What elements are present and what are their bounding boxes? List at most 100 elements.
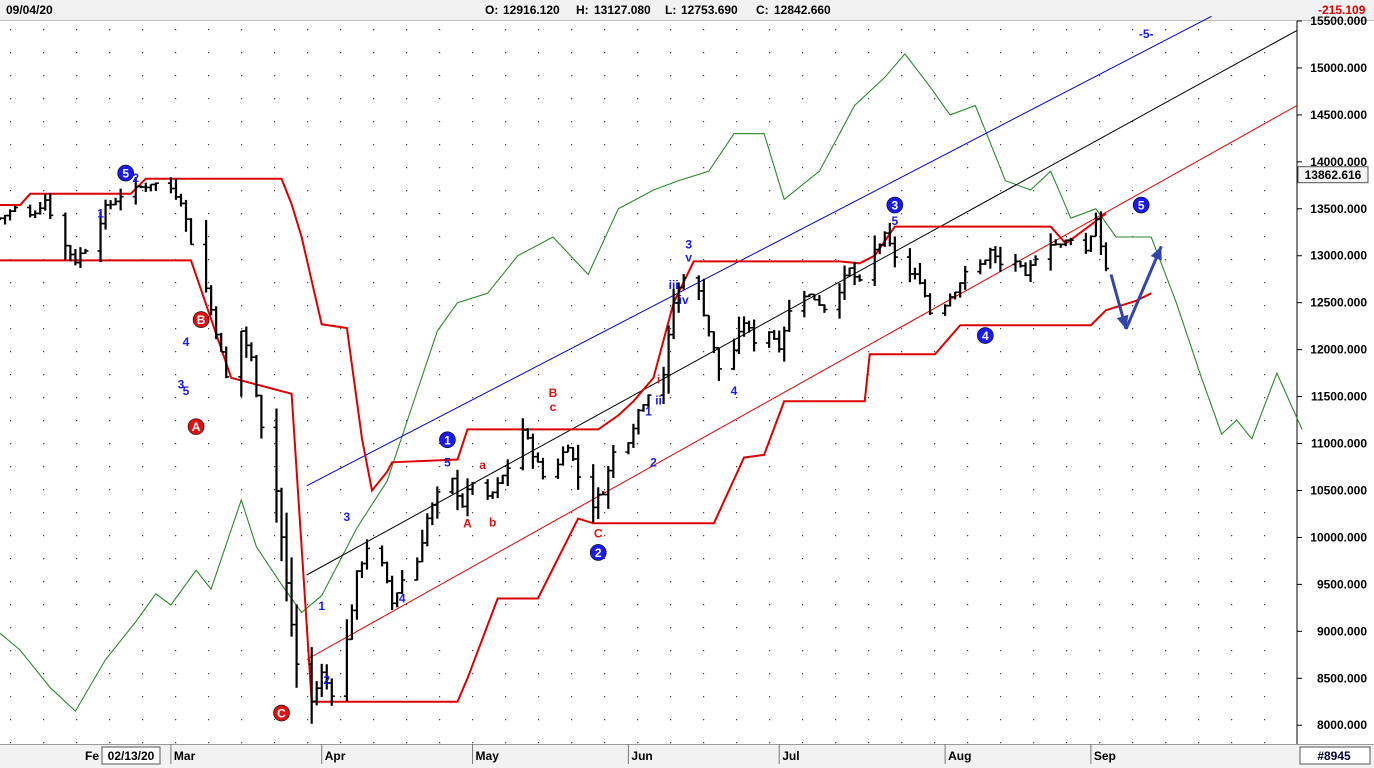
y-tick-label: 8500.000 — [1317, 671, 1367, 685]
svg-text:b: b — [489, 515, 496, 529]
wave-label: iv — [679, 293, 689, 307]
svg-text:4: 4 — [183, 335, 190, 349]
y-tick-label: 13000.000 — [1310, 249, 1367, 263]
wave-label: 3 — [344, 510, 351, 524]
price-bar — [821, 304, 828, 313]
svg-text:i: i — [657, 373, 660, 387]
svg-text:5: 5 — [1138, 199, 1145, 213]
wave-label: A — [187, 418, 205, 435]
svg-text:4: 4 — [731, 384, 738, 398]
price-bar — [891, 236, 898, 268]
price-bar — [645, 394, 652, 408]
svg-text:5: 5 — [122, 167, 129, 181]
wave-label: ii — [655, 393, 662, 407]
wave-label: 5 — [891, 214, 898, 228]
price-bar — [786, 299, 793, 332]
y-tick-label: 11000.000 — [1311, 437, 1367, 451]
oscillator-layer — [0, 53, 1303, 712]
footer-items: Fe 02/13/20 #8945 — [85, 746, 1371, 765]
time-axis-bar — [0, 744, 1374, 768]
forecast-arrow — [1109, 274, 1129, 330]
svg-text:5: 5 — [444, 455, 451, 469]
svg-text:v: v — [685, 251, 692, 265]
price-bar — [223, 346, 230, 379]
wave-label: b — [489, 515, 496, 529]
y-tick-label: 10000.000 — [1310, 530, 1367, 544]
wave-label: 1 — [97, 206, 104, 220]
upper-stop-line — [0, 177, 1107, 493]
price-bar — [575, 444, 582, 490]
price-bar — [47, 192, 54, 220]
svg-text:C: C — [594, 527, 603, 541]
svg-text:4: 4 — [982, 329, 989, 343]
y-tick-label: 9500.000 — [1317, 577, 1367, 591]
wave-label: 3 — [886, 196, 904, 214]
svg-text:iv: iv — [679, 293, 689, 307]
y-tick-label: 10500.000 — [1310, 483, 1367, 497]
svg-text:B: B — [549, 386, 558, 400]
x-tick-label: Mar — [174, 749, 196, 763]
y-tick-label: 15500.000 — [1310, 14, 1367, 28]
wave-label: 2 — [323, 673, 330, 687]
price-bar — [856, 274, 863, 282]
x-tick-label: Apr — [325, 749, 346, 763]
wave-label: iii — [669, 278, 679, 292]
price-bar — [927, 293, 934, 316]
symbol-label: #8945 — [1317, 749, 1351, 763]
y-tick-label: 12000.000 — [1310, 343, 1367, 357]
wave-labels: 5 21B435AC123415AabBcC212iii3viiiiv43545-… — [97, 27, 1154, 722]
lower-channel-line — [306, 105, 1298, 660]
price-bar — [152, 182, 159, 191]
wave-label: 5 — [183, 384, 190, 398]
price-bar — [328, 678, 335, 706]
svg-text:ii: ii — [655, 393, 662, 407]
y-tick-label: 12500.000 — [1310, 296, 1367, 310]
wave-label: 4 — [399, 591, 406, 605]
wave-label: -5- — [1139, 27, 1154, 41]
current-price-tag: 13862.616 — [1297, 166, 1369, 184]
price-bar — [539, 457, 546, 480]
forecast-arrow — [1124, 245, 1163, 330]
x-tick-label: Jun — [631, 749, 652, 763]
price-bar — [12, 205, 19, 212]
price-axis: 8000.000 8500.000 9000.000 9500.000 10000.00… — [1297, 14, 1367, 732]
price-bar — [434, 486, 441, 519]
cursor-date-box — [101, 746, 161, 765]
price-bar — [962, 266, 969, 290]
x-tick-label: Jul — [782, 749, 799, 763]
price-bar — [258, 394, 265, 439]
svg-text:1: 1 — [97, 206, 104, 220]
price-bar — [469, 481, 476, 496]
svg-text:c: c — [550, 400, 557, 414]
price-bar — [1032, 255, 1039, 266]
upper-channel-line — [306, 15, 1212, 487]
price-bar — [1102, 242, 1109, 272]
wave-label: 1 — [439, 431, 456, 449]
svg-text:iii: iii — [669, 278, 679, 292]
svg-text:a: a — [479, 458, 486, 472]
high-value: 13127.080 — [594, 3, 651, 17]
wave-label: 2 — [589, 544, 607, 561]
low-value: 12753.690 — [681, 3, 738, 17]
low-label: L: — [665, 3, 677, 17]
partial-month-label: Fe — [85, 749, 99, 763]
time-axis: Mar Apr May Jun Jul Aug Sep — [170, 744, 1116, 764]
wave-label: B — [192, 311, 210, 328]
high-label: H: — [576, 3, 589, 17]
svg-text:C: C — [277, 707, 286, 721]
price-bar — [751, 319, 758, 352]
wave-label: 3 — [685, 237, 692, 251]
current-price-value: 13862.616 — [1305, 168, 1362, 182]
wave-label: 1 — [645, 405, 652, 419]
svg-text:5: 5 — [891, 214, 898, 228]
y-tick-label: 8000.000 — [1317, 718, 1367, 732]
wave-label: 5 — [1132, 196, 1150, 214]
y-tick-label: 14500.000 — [1310, 108, 1367, 122]
wave-label: 4 — [183, 335, 190, 349]
svg-text:2: 2 — [323, 673, 330, 687]
open-label: O: — [485, 3, 499, 17]
price-bar — [399, 570, 406, 595]
svg-text:1: 1 — [645, 405, 652, 419]
